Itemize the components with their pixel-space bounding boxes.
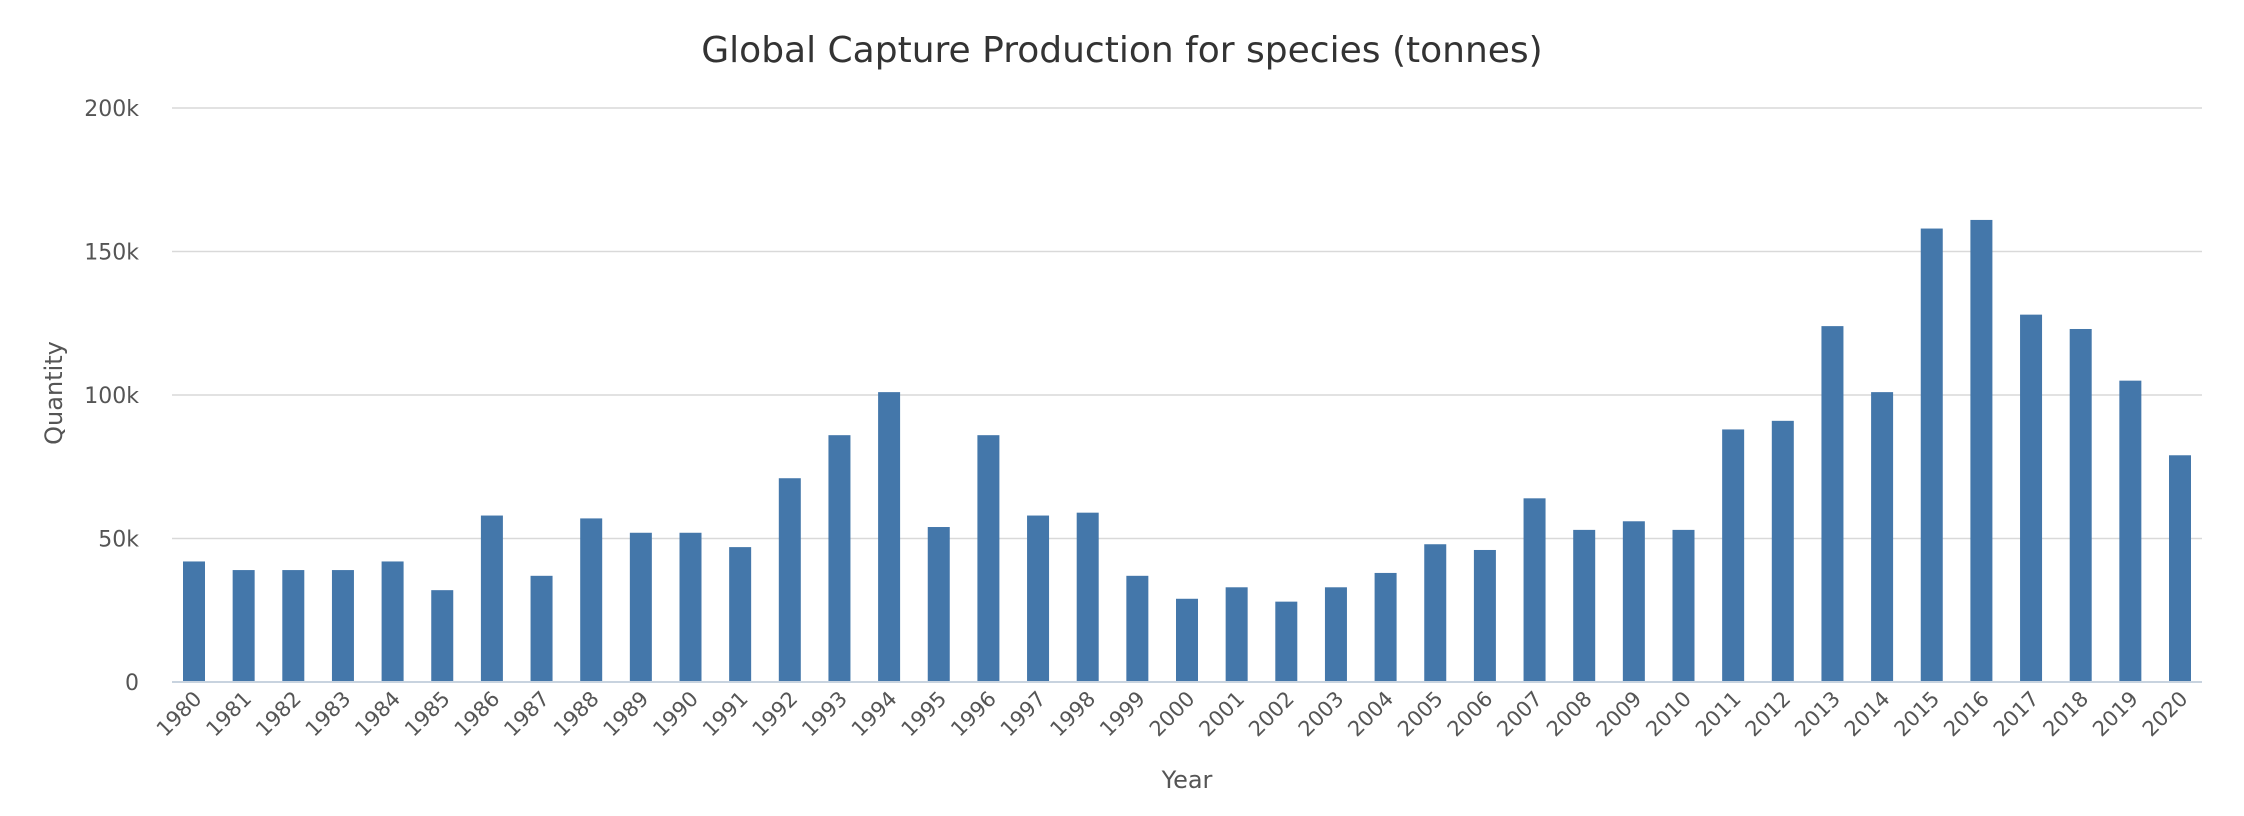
x-tick-label: 2013	[1790, 687, 1845, 742]
x-tick-label: 2004	[1343, 687, 1398, 742]
bar-1991[interactable]	[729, 547, 752, 682]
x-tick-label: 1999	[1095, 687, 1150, 742]
x-tick-label: 2018	[2038, 687, 2093, 742]
x-tick-label: 2007	[1492, 687, 1547, 742]
bar-1994[interactable]	[878, 392, 901, 682]
x-tick-label: 2017	[1989, 687, 2044, 742]
bar-2000[interactable]	[1176, 598, 1198, 682]
x-tick-label: 2001	[1194, 687, 1249, 742]
bar-1982[interactable]	[282, 570, 305, 682]
bar-1998[interactable]	[1076, 512, 1099, 682]
x-tick-label: 1998	[1045, 687, 1100, 742]
x-axis-ticks: 1980198119821983198419851986198719881989…	[152, 687, 2193, 742]
y-axis-ticks: 0 50k 100k 150k 200k	[84, 97, 139, 696]
x-tick-label: 2002	[1244, 687, 1299, 742]
x-tick-label: 1984	[350, 687, 405, 742]
x-tick-label: 2014	[1840, 687, 1895, 742]
x-tick-label: 1983	[301, 687, 356, 742]
x-tick-label: 2016	[1939, 687, 1994, 742]
x-tick-label: 2008	[1542, 687, 1597, 742]
bar-2018[interactable]	[2069, 328, 2092, 682]
bar-2019[interactable]	[2119, 380, 2142, 682]
x-tick-label: 1992	[748, 687, 803, 742]
bar-1986[interactable]	[480, 515, 503, 682]
bar-1984[interactable]	[381, 561, 404, 682]
bar-2014[interactable]	[1871, 392, 1894, 682]
bar-2002[interactable]	[1275, 601, 1298, 682]
bar-1983[interactable]	[331, 570, 354, 682]
x-tick-label: 2000	[1145, 687, 1200, 742]
bar-1997[interactable]	[1027, 515, 1050, 682]
bar-1980[interactable]	[183, 561, 205, 682]
x-tick-label: 2006	[1443, 687, 1498, 742]
bar-1999[interactable]	[1126, 575, 1149, 682]
bar-2013[interactable]	[1821, 326, 1844, 682]
y-tick-label: 100k	[84, 384, 139, 409]
bar-2003[interactable]	[1324, 587, 1347, 682]
bar-2008[interactable]	[1573, 529, 1596, 682]
y-tick-label: 150k	[84, 241, 139, 266]
bar-2004[interactable]	[1374, 572, 1397, 682]
bars	[183, 219, 2191, 683]
x-tick-label: 2012	[1741, 687, 1796, 742]
x-tick-label: 1995	[897, 687, 952, 742]
bar-2006[interactable]	[1473, 549, 1496, 682]
bar-1981[interactable]	[232, 570, 255, 682]
bar-2016[interactable]	[1970, 219, 1993, 682]
bar-1993[interactable]	[828, 435, 851, 682]
bar-1990[interactable]	[679, 532, 702, 682]
x-tick-label: 1986	[450, 687, 505, 742]
x-axis-title: Year	[1161, 766, 1213, 794]
x-tick-label: 1981	[201, 687, 256, 742]
x-tick-label: 1989	[599, 687, 654, 742]
bar-2017[interactable]	[2020, 314, 2043, 682]
x-tick-label: 1982	[251, 687, 306, 742]
x-tick-label: 1991	[698, 687, 753, 742]
x-tick-label: 1996	[946, 687, 1001, 742]
x-tick-label: 1993	[797, 687, 852, 742]
bar-1989[interactable]	[629, 532, 652, 682]
x-tick-label: 2019	[2088, 687, 2143, 742]
bar-1995[interactable]	[927, 527, 950, 682]
bar-1988[interactable]	[580, 518, 603, 682]
x-tick-label: 1985	[400, 687, 455, 742]
bar-2011[interactable]	[1722, 429, 1745, 682]
x-tick-label: 2015	[1890, 687, 1945, 742]
bar-2010[interactable]	[1672, 529, 1695, 682]
x-tick-label: 1987	[499, 687, 554, 742]
y-tick-label: 0	[125, 671, 139, 696]
bar-2009[interactable]	[1622, 521, 1645, 682]
bar-1996[interactable]	[977, 435, 1000, 682]
x-tick-label: 2010	[1641, 687, 1696, 742]
chart-title: Global Capture Production for species (t…	[701, 30, 1542, 71]
bar-2012[interactable]	[1771, 420, 1794, 682]
x-tick-label: 2005	[1393, 687, 1448, 742]
x-tick-label: 2011	[1691, 687, 1746, 742]
bar-1987[interactable]	[530, 575, 553, 682]
bar-1985[interactable]	[431, 590, 454, 682]
y-axis-title: Quantity	[40, 341, 68, 445]
bar-2020[interactable]	[2169, 455, 2191, 682]
x-tick-label: 2009	[1592, 687, 1647, 742]
x-tick-label: 1997	[996, 687, 1051, 742]
bar-2005[interactable]	[1424, 544, 1447, 682]
x-tick-label: 1980	[152, 687, 207, 742]
x-tick-label: 2020	[2138, 687, 2193, 742]
x-tick-label: 1988	[549, 687, 604, 742]
bar-2007[interactable]	[1523, 498, 1546, 682]
x-tick-label: 1990	[648, 687, 703, 742]
bar-1992[interactable]	[778, 478, 801, 682]
bar-2001[interactable]	[1225, 587, 1248, 682]
x-tick-label: 2003	[1294, 687, 1349, 742]
gridlines	[172, 107, 2202, 540]
y-tick-label: 200k	[84, 97, 139, 122]
x-tick-label: 1994	[847, 687, 902, 742]
bar-2015[interactable]	[1920, 228, 1943, 683]
y-tick-label: 50k	[98, 528, 139, 553]
